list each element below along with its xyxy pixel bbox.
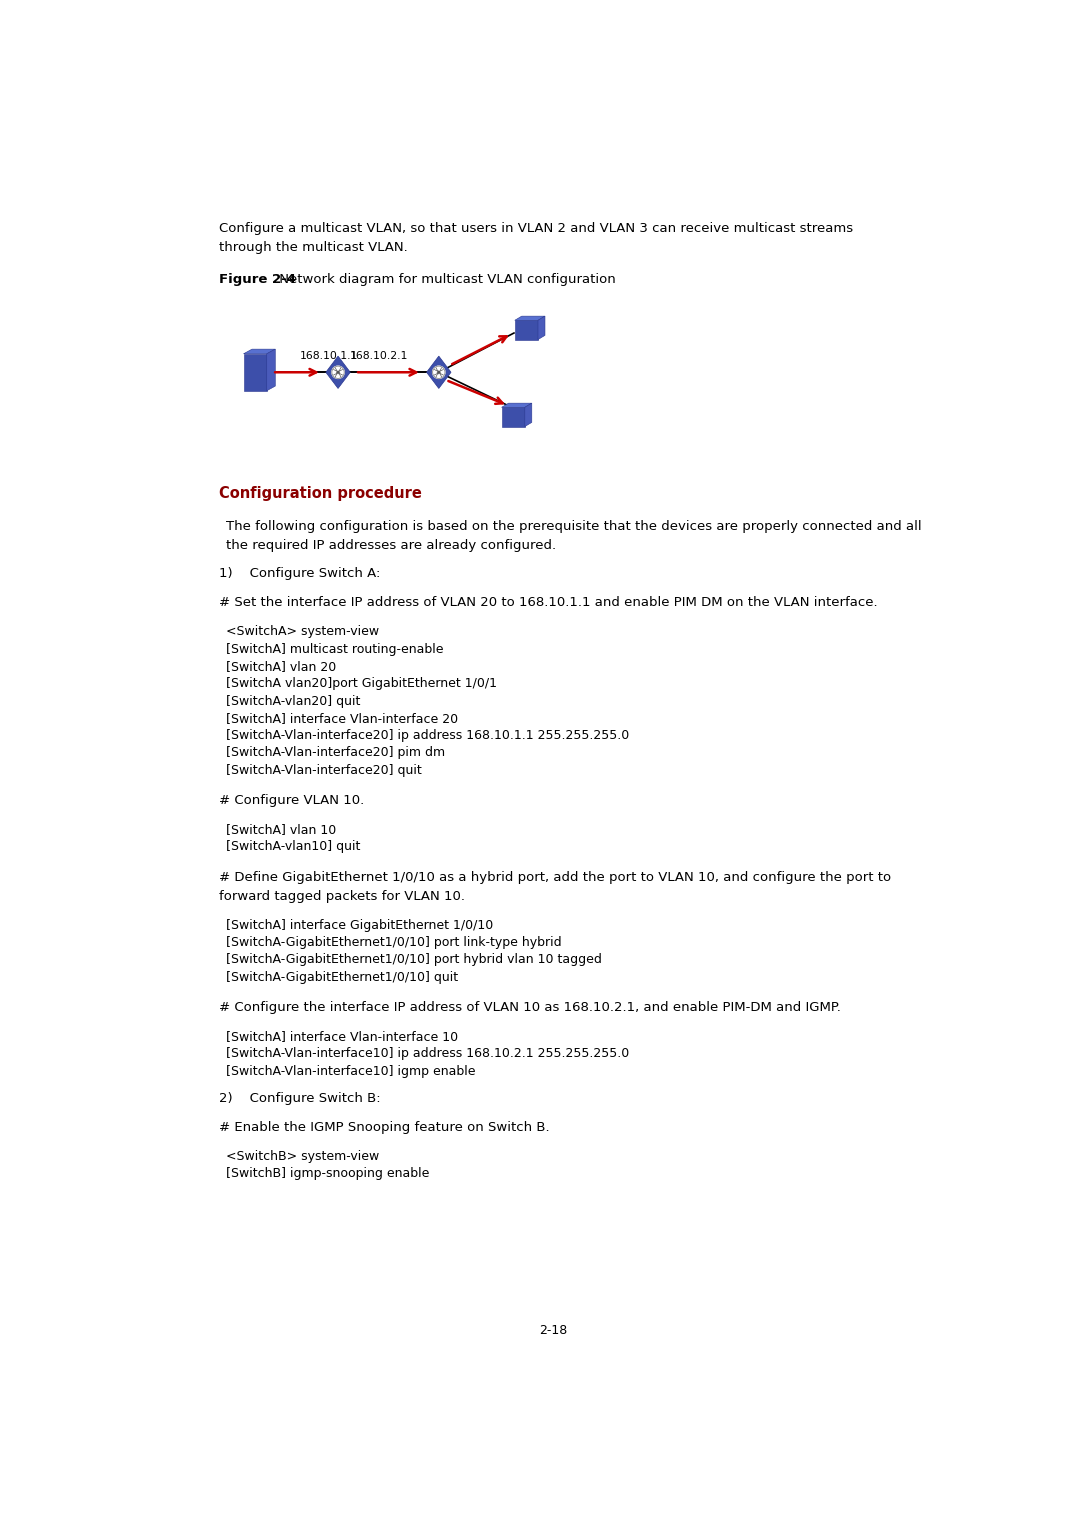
- Text: <SwitchB> system-view: <SwitchB> system-view: [227, 1150, 380, 1162]
- Text: [SwitchA-Vlan-interface20] ip address 168.10.1.1 255.255.255.0: [SwitchA-Vlan-interface20] ip address 16…: [227, 730, 630, 742]
- Polygon shape: [267, 350, 275, 391]
- Circle shape: [332, 366, 345, 379]
- Text: # Enable the IGMP Snooping feature on Switch B.: # Enable the IGMP Snooping feature on Sw…: [218, 1121, 550, 1133]
- Text: [SwitchA-vlan20] quit: [SwitchA-vlan20] quit: [227, 695, 361, 707]
- Text: [SwitchA-Vlan-interface20] pim dm: [SwitchA-Vlan-interface20] pim dm: [227, 747, 446, 759]
- Text: [SwitchA-GigabitEthernet1/0/10] port link-type hybrid: [SwitchA-GigabitEthernet1/0/10] port lin…: [227, 936, 562, 948]
- Text: [SwitchA-Vlan-interface10] igmp enable: [SwitchA-Vlan-interface10] igmp enable: [227, 1064, 476, 1078]
- Text: 168.10.1.1: 168.10.1.1: [299, 351, 357, 362]
- Text: The following configuration is based on the prerequisite that the devices are pr: The following configuration is based on …: [227, 519, 922, 533]
- Text: # Define GigabitEthernet 1/0/10 as a hybrid port, add the port to VLAN 10, and c: # Define GigabitEthernet 1/0/10 as a hyb…: [218, 870, 891, 884]
- Text: 168.10.2.1: 168.10.2.1: [350, 351, 408, 362]
- Polygon shape: [538, 316, 545, 339]
- Text: [SwitchA] interface GigabitEthernet 1/0/10: [SwitchA] interface GigabitEthernet 1/0/…: [227, 919, 494, 931]
- Text: 1)    Configure Switch A:: 1) Configure Switch A:: [218, 568, 380, 580]
- Text: [SwitchA-vlan10] quit: [SwitchA-vlan10] quit: [227, 840, 361, 854]
- Text: Network diagram for multicast VLAN configuration: Network diagram for multicast VLAN confi…: [275, 272, 616, 286]
- Text: [SwitchA vlan20]port GigabitEthernet 1/0/1: [SwitchA vlan20]port GigabitEthernet 1/0…: [227, 676, 498, 690]
- Text: Figure 2-4: Figure 2-4: [218, 272, 296, 286]
- Text: [SwitchA] vlan 20: [SwitchA] vlan 20: [227, 660, 337, 673]
- Text: # Set the interface IP address of VLAN 20 to 168.10.1.1 and enable PIM DM on the: # Set the interface IP address of VLAN 2…: [218, 597, 877, 609]
- Polygon shape: [515, 321, 538, 339]
- Polygon shape: [501, 403, 531, 408]
- Text: the required IP addresses are already configured.: the required IP addresses are already co…: [227, 539, 556, 551]
- Polygon shape: [501, 408, 525, 426]
- Text: [SwitchA] multicast routing-enable: [SwitchA] multicast routing-enable: [227, 643, 444, 655]
- Text: 2)    Configure Switch B:: 2) Configure Switch B:: [218, 1092, 380, 1106]
- Text: # Configure VLAN 10.: # Configure VLAN 10.: [218, 794, 364, 808]
- Text: [SwitchA-GigabitEthernet1/0/10] quit: [SwitchA-GigabitEthernet1/0/10] quit: [227, 971, 459, 983]
- Text: [SwitchA] interface Vlan-interface 10: [SwitchA] interface Vlan-interface 10: [227, 1029, 459, 1043]
- Polygon shape: [243, 354, 267, 391]
- Text: [SwitchA] interface Vlan-interface 20: [SwitchA] interface Vlan-interface 20: [227, 712, 459, 725]
- Text: [SwitchA-Vlan-interface10] ip address 168.10.2.1 255.255.255.0: [SwitchA-Vlan-interface10] ip address 16…: [227, 1048, 630, 1060]
- Polygon shape: [515, 316, 545, 321]
- Text: [SwitchB] igmp-snooping enable: [SwitchB] igmp-snooping enable: [227, 1167, 430, 1180]
- Text: Configure a multicast VLAN, so that users in VLAN 2 and VLAN 3 can receive multi: Configure a multicast VLAN, so that user…: [218, 221, 853, 235]
- Text: [SwitchA-GigabitEthernet1/0/10] port hybrid vlan 10 tagged: [SwitchA-GigabitEthernet1/0/10] port hyb…: [227, 953, 603, 967]
- Text: forward tagged packets for VLAN 10.: forward tagged packets for VLAN 10.: [218, 890, 464, 902]
- Circle shape: [433, 366, 445, 379]
- Text: <SwitchA> system-view: <SwitchA> system-view: [227, 625, 379, 638]
- Text: [SwitchA-Vlan-interface20] quit: [SwitchA-Vlan-interface20] quit: [227, 764, 422, 777]
- Text: # Configure the interface IP address of VLAN 10 as 168.10.2.1, and enable PIM-DM: # Configure the interface IP address of …: [218, 1002, 840, 1014]
- Polygon shape: [243, 350, 275, 354]
- Text: through the multicast VLAN.: through the multicast VLAN.: [218, 241, 407, 253]
- Text: 2-18: 2-18: [539, 1324, 568, 1338]
- Polygon shape: [427, 356, 451, 388]
- Text: Configuration procedure: Configuration procedure: [218, 486, 421, 501]
- Text: [SwitchA] vlan 10: [SwitchA] vlan 10: [227, 823, 337, 837]
- Polygon shape: [525, 403, 531, 426]
- Polygon shape: [326, 356, 350, 388]
